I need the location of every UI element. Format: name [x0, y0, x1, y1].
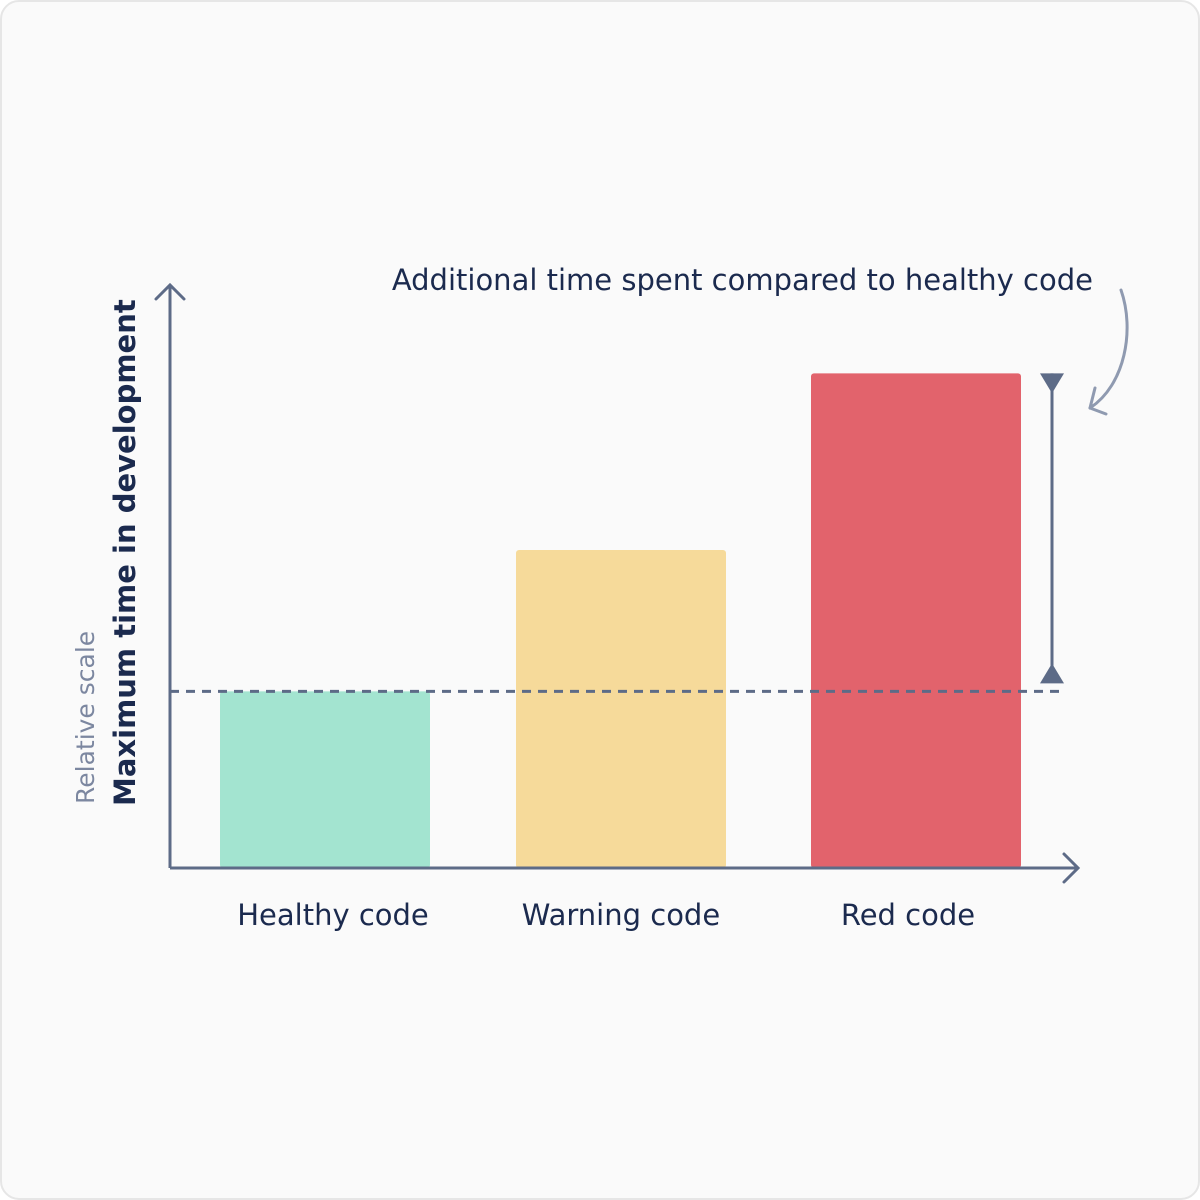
annotation-arrow-head	[1088, 386, 1108, 416]
bar	[220, 691, 430, 868]
annotation: Additional time spent compared to health…	[392, 263, 1093, 297]
x-tick-label: Red code	[841, 898, 975, 932]
x-tick-label: Healthy code	[237, 898, 429, 932]
bar	[811, 373, 1021, 868]
annotation-arrow	[1088, 288, 1129, 410]
y-axis-label: Maximum time in development	[108, 299, 142, 806]
bar	[516, 550, 726, 868]
bracket-head	[1040, 373, 1064, 394]
y-axis-arrow	[154, 282, 186, 301]
y-axis-sublabel: Relative scale	[71, 631, 100, 804]
bracket-head	[1040, 663, 1064, 684]
x-tick-label: Warning code	[522, 898, 720, 932]
x-axis-arrow	[1062, 852, 1081, 884]
